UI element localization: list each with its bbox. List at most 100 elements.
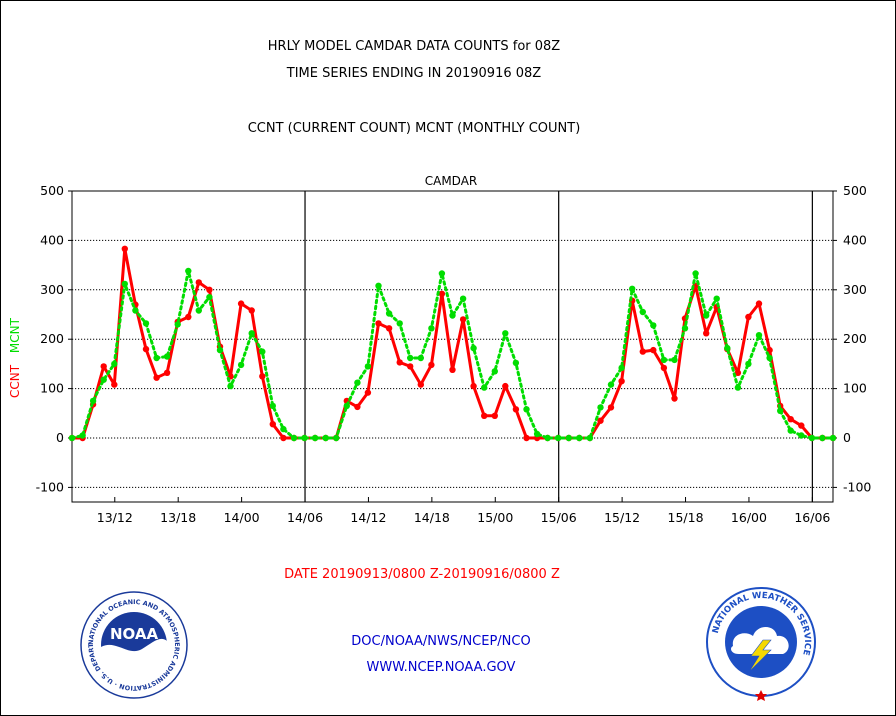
- point-mcnt: [819, 434, 826, 442]
- point-ccnt: [153, 374, 160, 381]
- point-mcnt: [333, 434, 340, 442]
- subtitle: CCNT (CURRENT COUNT) MCNT (MONTHLY COUNT…: [248, 121, 581, 136]
- point-ccnt: [470, 382, 477, 390]
- y-axis-label: CCNT MCNT: [8, 317, 22, 398]
- point-mcnt: [724, 344, 731, 352]
- x-tick-label: 15/12: [604, 510, 640, 525]
- point-mcnt: [449, 312, 456, 319]
- point-mcnt: [692, 270, 699, 277]
- point-ccnt: [660, 364, 668, 372]
- point-mcnt: [681, 325, 689, 332]
- noaa-seagull-icon: [101, 638, 167, 682]
- point-ccnt: [237, 300, 245, 307]
- noaa-logo: NATIONAL OCEANIC AND ATMOSPHERIC ADMINIS…: [80, 591, 188, 699]
- y-tick-label-right: -100: [843, 479, 871, 494]
- y-tick-label-right: 300: [843, 282, 867, 297]
- website-link[interactable]: WWW.NCEP.NOAA.GOV: [367, 660, 516, 675]
- point-mcnt: [481, 384, 488, 391]
- point-mcnt: [703, 312, 710, 319]
- point-ccnt: [185, 313, 192, 321]
- point-ccnt: [459, 316, 467, 323]
- point-ccnt: [523, 434, 530, 442]
- point-mcnt: [237, 361, 245, 369]
- point-mcnt: [142, 320, 150, 327]
- point-mcnt: [777, 407, 784, 414]
- point-mcnt: [755, 332, 763, 339]
- y-label-ccnt: CCNT: [8, 364, 22, 398]
- point-mcnt: [343, 402, 350, 410]
- point-mcnt: [417, 354, 424, 362]
- point-mcnt: [248, 330, 255, 337]
- point-mcnt: [787, 427, 794, 434]
- point-mcnt: [745, 360, 752, 368]
- x-tick-label: 16/06: [794, 510, 830, 525]
- point-ccnt: [354, 403, 361, 411]
- point-ccnt: [502, 382, 509, 390]
- point-mcnt: [322, 434, 329, 442]
- point-mcnt: [375, 282, 382, 289]
- x-tick-label: 15/18: [668, 510, 704, 525]
- point-ccnt: [385, 325, 393, 332]
- point-mcnt: [132, 307, 139, 314]
- title-line-2: TIME SERIES ENDING IN 20190916 08Z: [286, 66, 542, 81]
- point-ccnt: [375, 320, 382, 327]
- x-tick-label: 16/00: [731, 510, 767, 525]
- point-mcnt: [290, 434, 298, 442]
- panel-title: CAMDAR: [425, 174, 478, 188]
- noaa-logo-text: NOAA: [110, 625, 159, 643]
- point-mcnt: [555, 434, 562, 442]
- point-ccnt: [755, 300, 763, 307]
- point-mcnt: [798, 432, 805, 439]
- point-ccnt: [787, 416, 794, 423]
- date-range: DATE 20190913/0800 Z-20190916/0800 Z: [284, 567, 560, 582]
- point-mcnt: [79, 432, 86, 439]
- y-tick-label-right: 500: [843, 183, 867, 198]
- title-line-1: HRLY MODEL CAMDAR DATA COUNTS for 08Z: [268, 39, 561, 54]
- point-mcnt: [629, 285, 636, 292]
- plot-frame: [71, 190, 834, 503]
- point-ccnt: [407, 363, 414, 370]
- x-tick-label: 14/00: [224, 510, 260, 525]
- point-mcnt: [544, 434, 551, 442]
- point-ccnt: [206, 286, 213, 293]
- point-mcnt: [660, 356, 668, 364]
- point-mcnt: [111, 360, 118, 368]
- point-mcnt: [364, 363, 372, 370]
- nws-logo: NATIONAL WEATHER SERVICE: [706, 587, 816, 701]
- point-ccnt: [100, 363, 107, 370]
- y-tick-label-left: -100: [36, 479, 64, 494]
- point-mcnt: [829, 434, 837, 442]
- point-mcnt: [259, 348, 266, 355]
- point-mcnt: [269, 402, 276, 410]
- point-mcnt: [121, 280, 128, 288]
- point-ccnt: [396, 359, 403, 366]
- point-mcnt: [459, 295, 467, 302]
- point-ccnt: [650, 346, 657, 354]
- point-mcnt: [153, 354, 160, 362]
- point-ccnt: [259, 373, 266, 380]
- point-ccnt: [512, 406, 520, 413]
- point-mcnt: [185, 267, 192, 275]
- point-mcnt: [227, 382, 234, 390]
- point-mcnt: [163, 353, 171, 360]
- point-ccnt: [491, 412, 498, 419]
- point-mcnt: [206, 294, 213, 301]
- point-mcnt: [301, 434, 308, 442]
- point-ccnt: [438, 290, 446, 297]
- point-ccnt: [639, 348, 646, 355]
- point-mcnt: [385, 310, 393, 317]
- point-mcnt: [586, 434, 594, 442]
- point-mcnt: [533, 430, 541, 438]
- point-mcnt: [354, 379, 361, 386]
- point-ccnt: [607, 404, 615, 411]
- point-mcnt: [565, 434, 572, 442]
- point-mcnt: [100, 376, 107, 383]
- y-tick-label-left: 100: [40, 381, 64, 396]
- nws-cloud-icon: [731, 627, 789, 654]
- point-mcnt: [512, 359, 520, 367]
- point-mcnt: [618, 364, 625, 372]
- point-ccnt: [597, 417, 604, 424]
- org-path-link[interactable]: DOC/NOAA/NWS/NCEP/NCO: [351, 634, 530, 649]
- x-tick-label: 14/06: [287, 510, 323, 525]
